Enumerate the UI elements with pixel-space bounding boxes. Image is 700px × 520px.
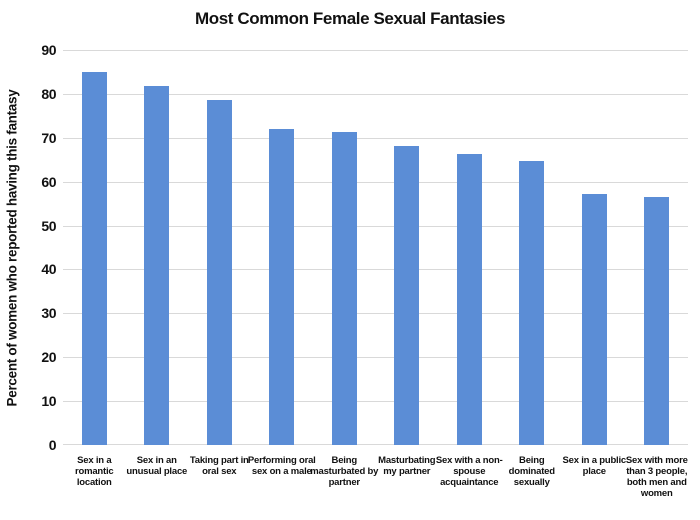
bar	[144, 86, 170, 445]
gridline	[63, 401, 688, 403]
y-axis-title: Percent of women who reported having thi…	[4, 89, 20, 407]
plot-area	[63, 50, 688, 445]
x-category-label: Being masturbated by partner	[310, 455, 379, 488]
gridline	[63, 181, 688, 183]
bar	[581, 193, 607, 445]
gridline	[63, 93, 688, 95]
bar	[394, 146, 420, 445]
bar	[81, 72, 107, 445]
y-tick-label: 70	[41, 129, 56, 146]
y-tick-label: 50	[41, 217, 56, 234]
gridline	[63, 444, 688, 445]
chart-title: Most Common Female Sexual Fantasies	[194, 9, 506, 28]
gridline	[63, 50, 688, 51]
y-tick-label: 10	[41, 393, 56, 410]
x-category-label: Performing oral sex on a male	[247, 455, 316, 477]
bar	[644, 197, 670, 445]
y-tick-label: 60	[41, 173, 56, 190]
gridline	[63, 225, 688, 227]
gridline	[63, 269, 688, 271]
x-category-label: Masturbating my partner	[378, 455, 436, 477]
bar	[519, 161, 545, 445]
bar	[206, 100, 232, 445]
gridline	[63, 137, 688, 139]
gridline	[63, 357, 688, 359]
x-category-label: Sex in a romantic location	[74, 455, 114, 488]
y-tick-label: 90	[41, 42, 56, 58]
x-category-label: Being dominated sexually	[508, 455, 555, 488]
y-tick-label: 20	[41, 349, 56, 366]
x-category-label: Sex in an unusual place	[126, 455, 188, 477]
bar	[456, 154, 482, 445]
bar	[269, 128, 295, 445]
gridline	[63, 313, 688, 315]
y-tick-label: 40	[41, 261, 56, 278]
x-axis-category-labels: Sex in a romantic location Sex in an unus…	[63, 455, 688, 515]
x-category-label: Sex with more than 3 people, both men an…	[625, 455, 688, 499]
bar	[331, 131, 357, 445]
y-tick-label: 0	[48, 437, 57, 453]
x-category-label: Sex with a non-spouse acquaintance	[435, 455, 503, 488]
x-category-label: Taking part in oral sex	[189, 455, 249, 477]
y-tick-label: 80	[41, 85, 56, 102]
y-tick-label: 30	[41, 305, 56, 322]
x-category-label: Sex in a public place	[562, 455, 627, 477]
